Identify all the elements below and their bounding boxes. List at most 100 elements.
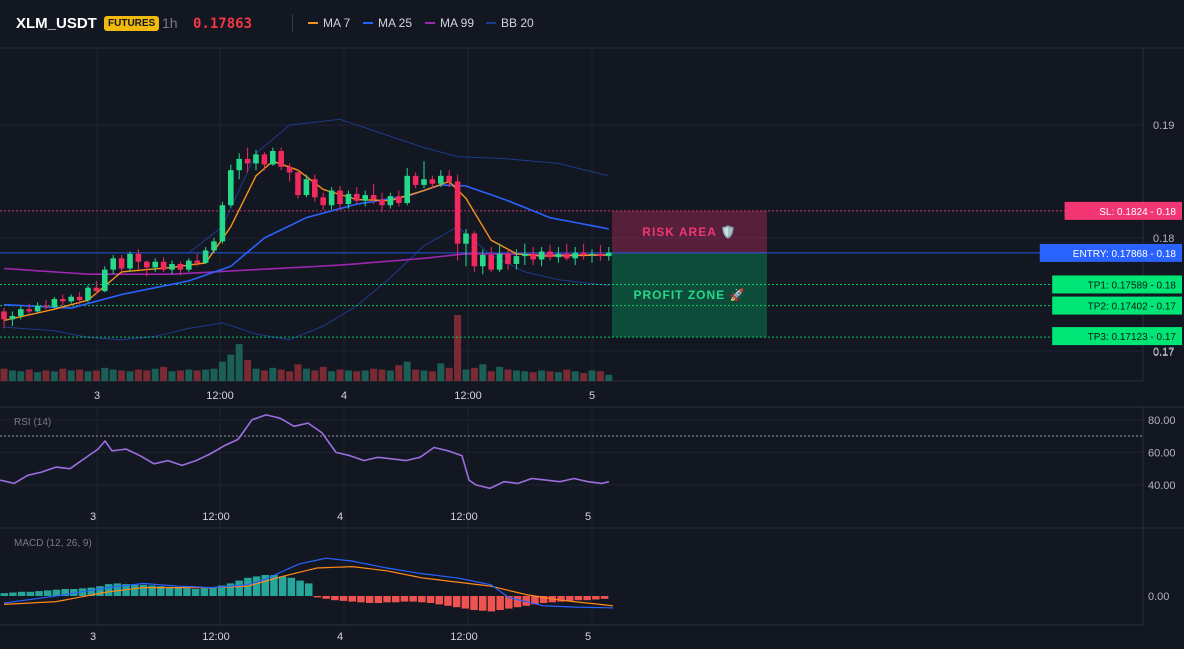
macd-histogram-bar bbox=[479, 596, 487, 611]
candle-body bbox=[312, 179, 318, 198]
time-tick-label: 5 bbox=[589, 390, 595, 402]
interval-selector[interactable]: 1h bbox=[162, 15, 178, 31]
candle-body bbox=[118, 258, 125, 269]
volume-bar bbox=[344, 370, 352, 381]
volume-bar bbox=[8, 370, 16, 381]
candle-body bbox=[438, 175, 444, 184]
level-tag-sl bbox=[1064, 201, 1182, 220]
candle-body bbox=[421, 179, 427, 185]
candle-body bbox=[286, 166, 293, 173]
volume-bar bbox=[101, 367, 109, 381]
candle-body bbox=[110, 258, 116, 270]
volume-bar bbox=[252, 368, 260, 381]
candle-body bbox=[261, 154, 268, 165]
candle-body bbox=[589, 253, 595, 255]
price-tick-label: 0.18 bbox=[1153, 233, 1174, 245]
candle-body bbox=[219, 205, 226, 242]
volume-bar bbox=[395, 365, 403, 381]
candle-body bbox=[85, 287, 91, 301]
candle-body bbox=[26, 309, 32, 312]
symbol-name[interactable]: XLM_USDT bbox=[16, 15, 97, 32]
candle-body bbox=[244, 158, 251, 164]
candle-body bbox=[9, 315, 16, 320]
volume-bar bbox=[311, 370, 319, 381]
volume-bar bbox=[302, 368, 310, 381]
macd-histogram-bar bbox=[244, 577, 252, 596]
macd-histogram-bar bbox=[183, 588, 191, 596]
candle-body bbox=[480, 254, 486, 267]
volume-bar bbox=[353, 371, 361, 381]
macd-histogram-bar bbox=[235, 580, 243, 596]
volume-bar bbox=[538, 370, 546, 381]
level-tag-tp1 bbox=[1052, 275, 1182, 294]
volume-bar bbox=[160, 366, 168, 381]
macd-histogram-bar bbox=[0, 593, 8, 596]
macd-pane: MACD (12, 26, 9) 0.00 bbox=[0, 538, 1169, 612]
macd-histogram-bar bbox=[470, 596, 478, 610]
volume-bar bbox=[0, 368, 8, 381]
volume-bar bbox=[218, 361, 226, 381]
time-tick-label: 12:00 bbox=[450, 631, 478, 643]
candle-body bbox=[51, 299, 58, 307]
legend-ma25[interactable]: MA 25 bbox=[363, 16, 412, 30]
candle-body bbox=[43, 305, 49, 307]
candle-body bbox=[60, 299, 66, 302]
candle-body bbox=[555, 253, 562, 258]
volume-bar bbox=[84, 371, 92, 381]
candle-body bbox=[68, 296, 74, 302]
volume-bar bbox=[25, 369, 33, 381]
level-tag-label-tp1: TP1: 0.17589 - 0.18 bbox=[1088, 280, 1177, 291]
time-tick-label: 3 bbox=[90, 631, 96, 643]
rsi-line bbox=[0, 414, 610, 490]
macd-histogram-bar bbox=[426, 596, 435, 603]
level-tag-label-tp3: TP3: 0.17123 - 0.17 bbox=[1088, 332, 1177, 343]
macd-histogram-bar bbox=[566, 596, 574, 601]
macd-histogram-bar bbox=[174, 587, 182, 596]
legend-ma7[interactable]: MA 7 bbox=[308, 16, 350, 30]
legend-ma99[interactable]: MA 99 bbox=[425, 16, 474, 30]
candle-body bbox=[370, 195, 377, 200]
time-tick-label: 5 bbox=[585, 631, 591, 643]
macd-histogram-bar bbox=[165, 586, 174, 596]
level-tags: SL: 0.1824 - 0.18 ENTRY: 0.17868 - 0.18 TP… bbox=[1039, 201, 1182, 346]
rsi-pane: RSI (14) 80.00 60.00 40.00 bbox=[0, 414, 1176, 492]
time-tick-label: 4 bbox=[337, 511, 343, 523]
volume-bar bbox=[286, 371, 294, 381]
macd-histogram-bar bbox=[296, 580, 304, 596]
macd-histogram-bar bbox=[409, 596, 417, 602]
legend-bb20-label: BB 20 bbox=[501, 16, 534, 30]
volume-bar bbox=[143, 370, 151, 381]
macd-histogram-bar bbox=[209, 587, 217, 596]
volume-bar bbox=[403, 361, 411, 381]
macd-histogram-bar bbox=[157, 586, 165, 596]
macd-histogram-bar bbox=[557, 596, 565, 602]
risk-area-zone bbox=[612, 210, 767, 253]
candle-body bbox=[211, 241, 217, 251]
candle-body bbox=[387, 196, 394, 206]
volume-bar bbox=[227, 354, 235, 381]
macd-histogram-bar bbox=[148, 585, 156, 596]
candle-body bbox=[76, 296, 83, 301]
time-tick-label: 12:00 bbox=[454, 390, 482, 402]
candle-body bbox=[253, 154, 259, 164]
macd-title: MACD (12, 26, 9) bbox=[14, 538, 92, 549]
volume-bar bbox=[319, 366, 327, 381]
macd-histogram-bar bbox=[61, 589, 69, 596]
time-tick-label: 3 bbox=[90, 511, 96, 523]
candle-body bbox=[496, 253, 503, 270]
candle-body bbox=[471, 233, 478, 267]
volume-bar bbox=[428, 371, 436, 381]
macd-histogram-bar bbox=[35, 591, 43, 596]
candle-body bbox=[454, 181, 461, 244]
macd-histogram-bar bbox=[26, 591, 35, 596]
candle-body bbox=[396, 196, 402, 203]
legend-bb20[interactable]: BB 20 bbox=[486, 16, 534, 30]
volume-bar bbox=[126, 371, 134, 381]
macd-histogram-bar bbox=[9, 592, 17, 596]
volume-bar bbox=[521, 371, 529, 381]
volume-bar bbox=[269, 367, 277, 381]
time-tick-label: 12:00 bbox=[202, 631, 230, 643]
volume-bar bbox=[294, 364, 302, 381]
candle-body bbox=[320, 197, 326, 206]
